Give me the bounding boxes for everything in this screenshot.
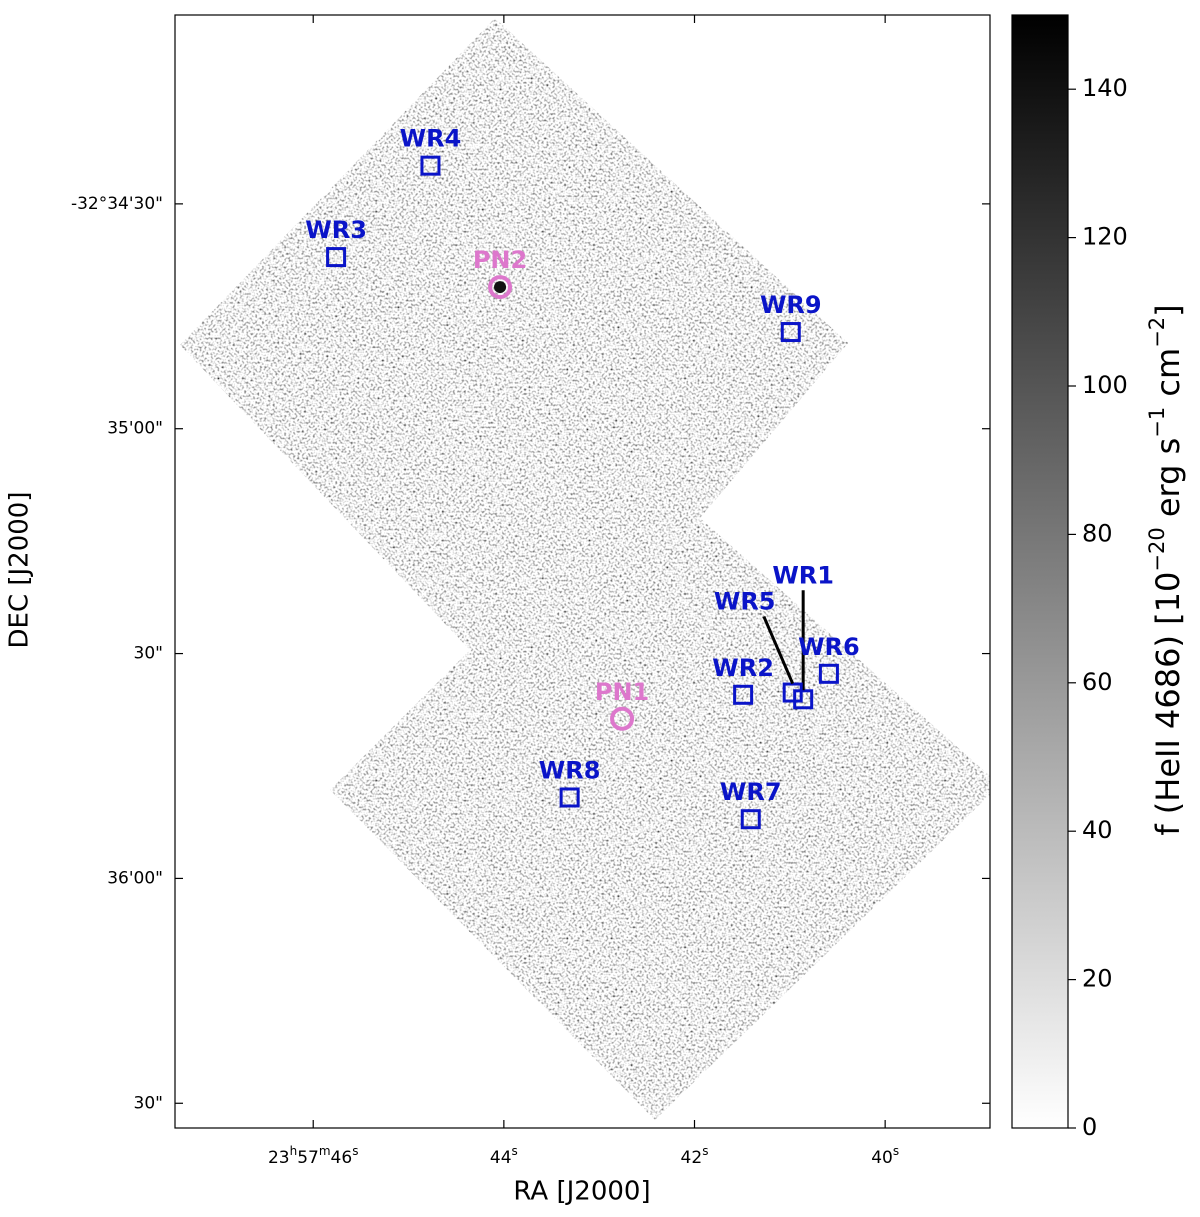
marker-label: WR6	[798, 633, 860, 661]
marker-square	[733, 684, 754, 705]
marker-label: WR4	[400, 125, 462, 153]
colorbar-label-part: erg s	[1149, 438, 1187, 528]
marker-label: WR8	[539, 756, 601, 784]
plot-frame	[174, 14, 991, 1129]
x-tick-label: 40s	[871, 1144, 899, 1169]
marker-label: WR7	[720, 778, 782, 806]
colorbar-tick-label: 20	[1082, 965, 1113, 993]
marker-circle	[488, 275, 513, 300]
y-tick-label: 35'00"	[107, 419, 163, 439]
colorbar-label-part: −2	[1145, 317, 1169, 348]
marker-label: WR1	[772, 561, 834, 589]
marker-label: WR3	[305, 216, 367, 244]
colorbar-label-part: −1	[1145, 407, 1169, 438]
marker-square	[780, 322, 801, 343]
colorbar-label-part: f (HeII 4686) [10	[1149, 572, 1187, 836]
x-axis-label: RA [J2000]	[513, 1177, 650, 1207]
colorbar-label: f (HeII 4686) [10−20 erg s−1 cm−2]	[1145, 304, 1187, 835]
marker-label: WR5	[714, 588, 776, 616]
colorbar-tick-label: 100	[1082, 371, 1128, 399]
colorbar-tick-label: 140	[1082, 74, 1128, 102]
colorbar-tick-label: 40	[1082, 816, 1113, 844]
marker-label: WR9	[760, 291, 822, 319]
marker-square	[782, 682, 803, 703]
colorbar-label-part: −20	[1145, 527, 1169, 571]
source-blob	[494, 281, 507, 294]
y-tick-label: 30"	[134, 1093, 163, 1113]
x-tick-label: 42s	[681, 1144, 709, 1169]
y-tick-label: 36'00"	[107, 868, 163, 888]
marker-square	[326, 247, 347, 268]
y-tick-label: 30"	[134, 644, 163, 664]
colorbar-tick-label: 60	[1082, 668, 1113, 696]
marker-circle	[610, 706, 635, 731]
marker-label: WR2	[712, 654, 774, 682]
leader-line	[762, 615, 795, 685]
marker-label: PN1	[595, 678, 649, 706]
colorbar-label-part: ]	[1149, 304, 1187, 316]
y-tick-label: -32°34'30"	[71, 194, 163, 214]
marker-square	[818, 663, 839, 684]
marker-square	[559, 787, 580, 808]
y-axis-label: DEC [J2000]	[5, 492, 35, 649]
marker-square	[740, 809, 761, 830]
colorbar-tick-label: 0	[1082, 1113, 1097, 1141]
x-tick-label: 44s	[490, 1144, 518, 1169]
colorbar	[1011, 14, 1069, 1129]
colorbar-tick-label: 120	[1082, 223, 1128, 251]
marker-square	[793, 689, 814, 710]
colorbar-label-part: cm	[1149, 348, 1187, 407]
marker-square	[420, 155, 441, 176]
x-tick-label: 23h57m46s	[268, 1144, 359, 1169]
image-field	[180, 18, 990, 1120]
marker-label: PN2	[473, 246, 527, 274]
colorbar-tick-label: 80	[1082, 519, 1113, 547]
